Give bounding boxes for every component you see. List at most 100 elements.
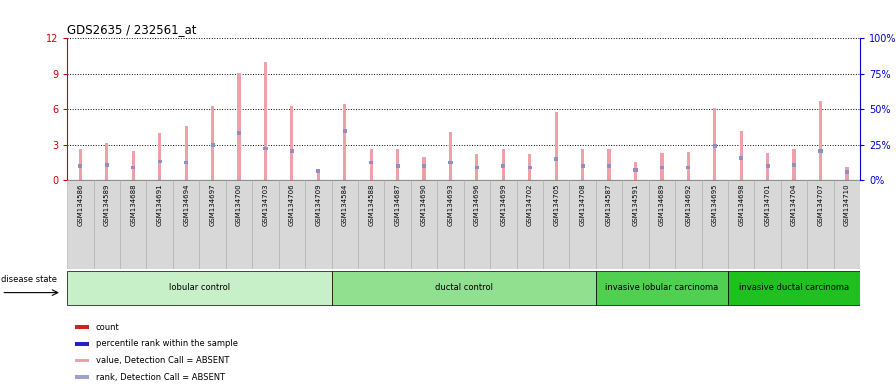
Bar [633,162,637,180]
Bar [686,166,691,169]
Text: GSM134690: GSM134690 [421,183,427,226]
Bar [528,154,531,180]
Bar [739,131,743,180]
Bar [555,112,558,180]
Text: percentile rank within the sample: percentile rank within the sample [96,339,237,348]
Bar [184,161,188,164]
Bar [633,168,638,172]
Bar [702,180,728,269]
Bar [422,157,426,180]
Bar [226,180,253,269]
Bar [332,271,596,305]
Bar [448,161,452,164]
Bar [728,180,754,269]
Bar [237,131,241,135]
Bar [289,149,294,153]
Text: GSM134698: GSM134698 [738,183,745,226]
Bar [845,170,849,174]
Text: GSM134704: GSM134704 [791,183,797,226]
Bar [410,180,437,269]
Text: GSM134700: GSM134700 [236,183,242,226]
Text: GSM134705: GSM134705 [553,183,559,226]
Bar [67,271,332,305]
Text: GSM134589: GSM134589 [104,183,110,226]
Bar [120,180,146,269]
Bar [158,133,161,180]
Bar [263,147,268,150]
Text: rank, Detection Call = ABSENT: rank, Detection Call = ABSENT [96,372,225,382]
Bar [713,108,717,180]
Bar [676,180,702,269]
Text: GSM134706: GSM134706 [289,183,295,226]
Text: GSM134708: GSM134708 [580,183,586,226]
Bar [475,154,478,180]
Bar [131,166,135,169]
Text: GSM134689: GSM134689 [659,183,665,226]
Bar [581,149,584,180]
Bar [765,164,770,168]
Bar [263,62,267,180]
Text: GSM134702: GSM134702 [527,183,533,226]
Text: ductal control: ductal control [435,283,493,292]
Bar [75,342,90,346]
Text: GSM134591: GSM134591 [633,183,639,226]
Bar [105,142,108,180]
Bar [316,169,321,173]
Text: GSM134699: GSM134699 [500,183,506,226]
Bar [211,143,215,147]
Bar [490,180,516,269]
Text: value, Detection Call = ABSENT: value, Detection Call = ABSENT [96,356,229,365]
Bar [93,180,120,269]
Bar [607,164,611,168]
Text: GSM134691: GSM134691 [157,183,163,226]
Bar [75,325,90,329]
Bar [75,375,90,379]
Bar [105,163,109,167]
Bar [395,164,400,168]
Bar [75,359,90,362]
Text: GSM134709: GSM134709 [315,183,322,226]
Bar [622,180,649,269]
Text: GSM134587: GSM134587 [606,183,612,226]
Bar [780,180,807,269]
Bar [369,149,373,180]
Text: GSM134692: GSM134692 [685,183,692,226]
Text: GSM134707: GSM134707 [817,183,823,226]
Bar [596,271,728,305]
Bar [712,144,717,148]
Bar [475,166,479,169]
Bar [659,166,664,169]
Bar [67,180,93,269]
Bar [728,271,860,305]
Text: GDS2635 / 232561_at: GDS2635 / 232561_at [67,23,197,36]
Bar [185,126,188,180]
Bar [581,164,585,168]
Bar [792,149,796,180]
Bar [517,180,543,269]
Text: GSM134584: GSM134584 [341,183,348,225]
Text: GSM134703: GSM134703 [263,183,269,226]
Text: count: count [96,323,119,332]
Text: GSM134701: GSM134701 [764,183,771,226]
Bar [79,149,82,180]
Bar [396,149,400,180]
Bar [342,129,347,132]
Text: invasive lobular carcinoma: invasive lobular carcinoma [606,283,719,292]
Text: GSM134687: GSM134687 [394,183,401,226]
Bar [501,164,505,168]
Bar [819,101,823,180]
Text: disease state: disease state [2,275,57,284]
Text: GSM134693: GSM134693 [447,183,453,226]
Text: invasive ductal carcinoma: invasive ductal carcinoma [739,283,849,292]
Text: GSM134710: GSM134710 [844,183,850,226]
Bar [660,153,664,180]
Text: GSM134694: GSM134694 [183,183,189,226]
Bar [343,104,347,180]
Bar [437,180,464,269]
Bar [686,152,690,180]
Bar [554,157,558,161]
Bar [845,167,849,180]
Bar [199,180,226,269]
Bar [132,151,135,180]
Bar [464,180,490,269]
